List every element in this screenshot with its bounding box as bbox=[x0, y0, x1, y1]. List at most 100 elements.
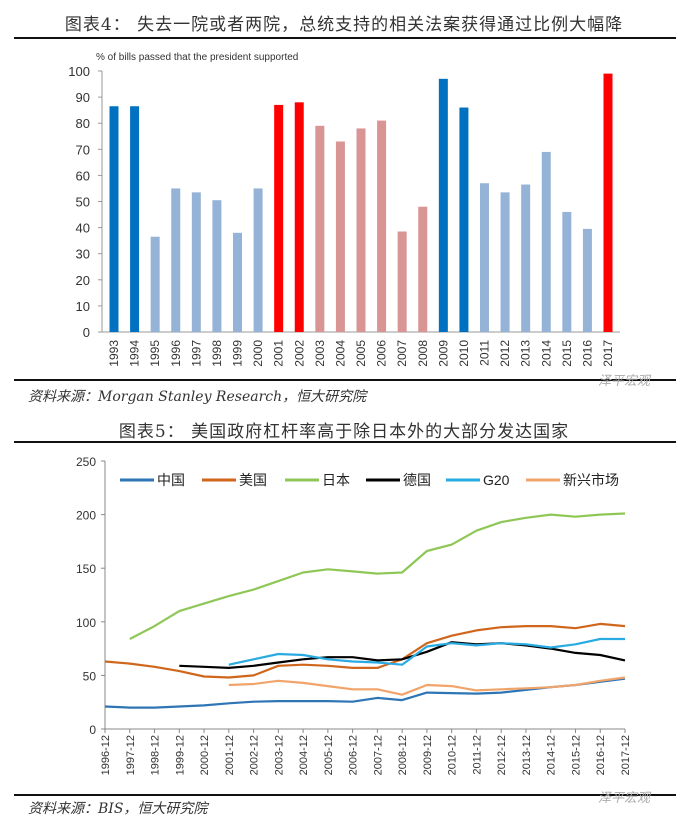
bar-2006 bbox=[377, 120, 387, 332]
legend-label: 日本 bbox=[322, 472, 350, 488]
watermark: 泽平宏观 bbox=[598, 791, 651, 806]
y-tick-label: 0 bbox=[89, 723, 96, 737]
x-tick-label: 2007 bbox=[395, 340, 409, 367]
x-tick-label: 2011-12 bbox=[471, 735, 483, 775]
chart5-title: 图表5： 美国政府杠杆率高于除日本外的大部分发达国家 bbox=[118, 422, 570, 442]
x-tick-label: 2015-12 bbox=[570, 735, 582, 775]
x-tick-label: 2006-12 bbox=[348, 735, 360, 775]
x-tick-label: 1997 bbox=[189, 340, 203, 367]
bar-2009 bbox=[438, 78, 448, 332]
x-tick-label: 2004 bbox=[333, 340, 347, 367]
chart5-source: 资料来源：BIS，恒大研究院 bbox=[28, 801, 208, 817]
bar-2015 bbox=[562, 211, 572, 332]
x-tick-label: 1993 bbox=[107, 340, 121, 367]
bar-1993 bbox=[109, 106, 119, 332]
bar-1997 bbox=[191, 192, 201, 332]
y-tick-label: 50 bbox=[76, 195, 90, 210]
bar-2010 bbox=[459, 107, 469, 332]
bar-1996 bbox=[171, 188, 181, 332]
x-tick-label: 2008 bbox=[416, 340, 430, 367]
x-tick-label: 1997-12 bbox=[125, 735, 137, 775]
x-tick-label: 2017-12 bbox=[620, 735, 632, 775]
y-tick-label: 250 bbox=[76, 455, 96, 469]
series-line-中国 bbox=[104, 677, 626, 709]
bar-2007 bbox=[397, 231, 407, 332]
x-tick-label: 2010-12 bbox=[447, 735, 459, 775]
y-axis-label: % of bills passed that the president sup… bbox=[96, 52, 298, 63]
x-tick-label: 2015 bbox=[560, 340, 574, 367]
y-tick-label: 100 bbox=[76, 616, 96, 630]
y-tick-label: 0 bbox=[83, 325, 90, 340]
x-tick-label: 2013-12 bbox=[521, 735, 533, 775]
y-tick-label: 90 bbox=[76, 90, 90, 105]
bar-2005 bbox=[356, 128, 366, 332]
series-line-日本 bbox=[129, 512, 626, 640]
x-tick-label: 1996-12 bbox=[100, 735, 112, 775]
x-tick-label: 2003 bbox=[313, 340, 327, 367]
x-tick-label: 2009 bbox=[436, 340, 450, 367]
y-tick-label: 100 bbox=[68, 64, 90, 79]
x-tick-label: 2016 bbox=[580, 340, 594, 367]
divider bbox=[14, 441, 676, 443]
x-tick-label: 2010 bbox=[457, 340, 471, 367]
bar-2017 bbox=[603, 73, 613, 333]
x-tick-label: 2009-12 bbox=[422, 735, 434, 775]
y-tick-label: 40 bbox=[76, 221, 90, 236]
divider bbox=[14, 794, 676, 796]
x-tick-label: 2008-12 bbox=[397, 735, 409, 775]
series-line-新兴市场 bbox=[228, 676, 626, 696]
y-tick-label: 30 bbox=[76, 247, 90, 262]
divider bbox=[14, 379, 676, 381]
bar-2003 bbox=[315, 125, 325, 332]
x-tick-label: 2005-12 bbox=[323, 735, 335, 775]
x-tick-label: 2006 bbox=[375, 340, 389, 367]
x-tick-label: 2014 bbox=[539, 340, 553, 367]
x-tick-label: 1994 bbox=[128, 340, 142, 367]
bar-1994 bbox=[130, 106, 140, 332]
bar-1995 bbox=[150, 236, 160, 332]
x-tick-label: 2007-12 bbox=[372, 735, 384, 775]
bar-2000 bbox=[253, 188, 263, 332]
x-tick-label: 2002 bbox=[292, 340, 306, 367]
legend-label: 美国 bbox=[239, 472, 267, 488]
y-tick-label: 70 bbox=[76, 142, 90, 157]
series-line-G20 bbox=[228, 637, 625, 666]
x-tick-label: 2013 bbox=[519, 340, 533, 367]
x-tick-label: 2001-12 bbox=[224, 735, 236, 775]
x-tick-label: 2000 bbox=[251, 340, 265, 367]
x-tick-label: 2001 bbox=[272, 340, 286, 367]
bar-2014 bbox=[541, 151, 551, 332]
x-tick-label: 2012 bbox=[498, 340, 512, 367]
x-tick-label: 1998-12 bbox=[150, 735, 162, 775]
bar-2001 bbox=[274, 104, 284, 333]
y-tick-label: 50 bbox=[83, 669, 97, 683]
bar-2011 bbox=[480, 183, 489, 332]
watermark: 泽平宏观 bbox=[598, 374, 651, 389]
x-tick-label: 1995 bbox=[148, 340, 162, 367]
divider bbox=[14, 37, 676, 39]
x-tick-label: 2002-12 bbox=[249, 735, 261, 775]
chart4-title: 图表4： 失去一院或者两院，总统支持的相关法案获得通过比例大幅降 bbox=[64, 15, 624, 35]
x-tick-label: 2005 bbox=[354, 340, 368, 367]
legend-label: 中国 bbox=[157, 472, 185, 488]
bar-2012 bbox=[500, 192, 510, 332]
x-tick-label: 2011 bbox=[478, 340, 492, 366]
x-tick-label: 2014-12 bbox=[546, 735, 558, 775]
legend-label: 德国 bbox=[403, 472, 431, 488]
legend-label: 新兴市场 bbox=[563, 472, 619, 488]
x-tick-label: 2012-12 bbox=[496, 735, 508, 775]
bar-2016 bbox=[582, 228, 592, 332]
x-tick-label: 1996 bbox=[169, 340, 183, 367]
x-tick-label: 2004-12 bbox=[298, 735, 310, 775]
bar-2002 bbox=[294, 102, 304, 332]
y-tick-label: 150 bbox=[76, 562, 96, 576]
y-tick-label: 200 bbox=[76, 509, 96, 523]
legend-label: G20 bbox=[483, 472, 510, 488]
x-tick-label: 2017 bbox=[601, 340, 615, 367]
chart4-source: 资料来源：Morgan Stanley Research，恒大研究院 bbox=[28, 389, 367, 405]
x-tick-label: 1999 bbox=[231, 340, 245, 367]
y-tick-label: 20 bbox=[76, 273, 90, 288]
series-line-美国 bbox=[104, 622, 626, 679]
